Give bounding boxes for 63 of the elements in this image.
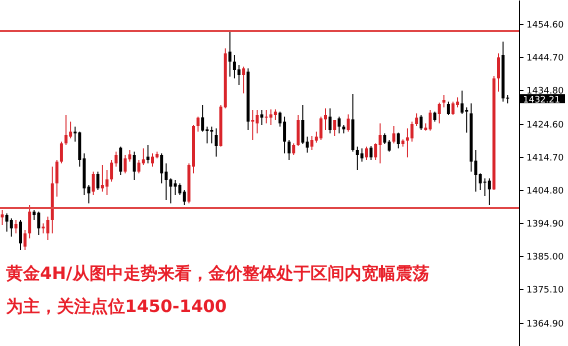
y-tick-label: 1414.70 [526, 154, 564, 164]
candlestick [333, 120, 336, 136]
candlestick [446, 101, 450, 116]
candlestick [370, 146, 373, 160]
candlestick [60, 141, 63, 164]
y-tick-label: 1404.80 [526, 186, 564, 196]
candlestick [14, 220, 18, 234]
candlestick [119, 146, 122, 176]
candlestick [392, 126, 396, 144]
text: 1432.21 [523, 96, 560, 106]
candlestick [10, 218, 13, 238]
y-tick-label: 1444.70 [526, 54, 564, 64]
candlestick [497, 52, 500, 92]
candlestick [415, 112, 418, 126]
candlestick [328, 108, 332, 134]
candlestick [24, 230, 27, 250]
y-tick-label: 1364.90 [526, 320, 564, 330]
candlestick [87, 184, 90, 204]
candlestick [420, 114, 423, 130]
candlestick [242, 66, 246, 94]
candlestick [96, 171, 100, 190]
candlestick [433, 111, 436, 122]
candlestick [64, 114, 68, 146]
candlestick [124, 154, 127, 174]
candlestick [55, 160, 58, 198]
candlestick [105, 170, 108, 196]
candlestick [260, 110, 264, 126]
candlestick [128, 150, 132, 162]
candlestick [160, 152, 164, 184]
candlestick [338, 116, 341, 134]
candlestick [196, 116, 200, 132]
y-tick-label: 1375.10 [526, 286, 564, 296]
candlestick [442, 94, 446, 108]
candlestick [396, 132, 400, 149]
candlestick [151, 152, 154, 168]
candlestick [214, 128, 218, 158]
candlestick [28, 204, 32, 239]
annotation: 黄金4H/从图中走势来看，金价整体处于区间内宽幅震荡为主，关注点位1450-1400 [6, 258, 446, 324]
candlestick [292, 142, 296, 156]
y-tick-label: 1434.80 [526, 86, 564, 96]
candlestick [460, 90, 464, 114]
candlestick [146, 144, 150, 164]
candlestick [132, 151, 136, 180]
y-tick-label: 1394.90 [526, 220, 564, 230]
candlestick [488, 178, 491, 206]
candlestick [360, 148, 364, 162]
candlestick [46, 216, 50, 240]
candlestick [346, 114, 350, 132]
candlestick [274, 108, 277, 120]
candlestick [251, 110, 254, 140]
candlestick [201, 104, 204, 132]
candlestick [0, 210, 4, 226]
y-tick-label: 1424.60 [526, 120, 564, 130]
candlestick [438, 102, 441, 124]
candlestick [18, 220, 22, 250]
candlestick [228, 31, 232, 78]
candlestick [364, 146, 368, 160]
y-tick-label: 1385.00 [526, 252, 564, 262]
candlestick [383, 132, 386, 144]
candlestick [92, 171, 95, 196]
candlestick [388, 140, 391, 152]
y-tick-label: 1454.60 [526, 20, 564, 30]
candlestick [288, 140, 291, 160]
